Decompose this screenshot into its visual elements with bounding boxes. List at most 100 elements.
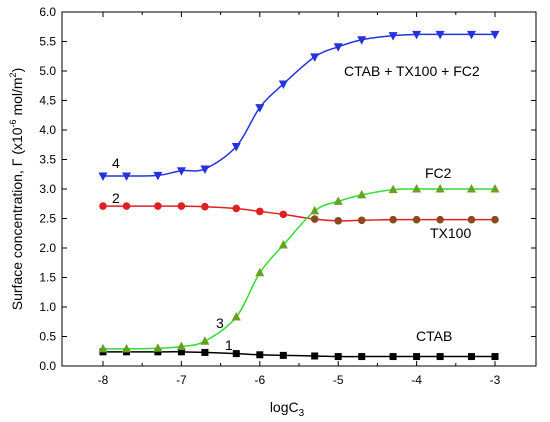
y-tick-label: 6.0 <box>39 5 56 19</box>
y-axis-title: Surface concentration, Γ (x10-6 mol/m2) <box>8 68 25 311</box>
y-axis-title-square: 2 <box>8 72 18 77</box>
data-point <box>99 202 107 210</box>
data-point <box>255 104 265 113</box>
data-point <box>310 205 320 215</box>
data-point <box>490 184 500 193</box>
data-point <box>412 215 421 224</box>
data-point <box>153 171 163 181</box>
series-layer <box>98 30 500 361</box>
data-point <box>176 167 186 176</box>
data-point <box>201 348 209 356</box>
y-axis-ticks: 0.0 0.5 1.0 1.5 2.0 2.5 3.0 3.5 4.0 4.5 5.0 5.5 6.0 <box>39 5 536 373</box>
data-point <box>200 165 210 174</box>
data-point <box>232 350 240 358</box>
data-point <box>232 204 241 213</box>
y-tick-label: 3.0 <box>39 182 56 196</box>
data-point <box>255 207 264 216</box>
x-axis-ticks: -8 -7 -6 -5 -4 -3 <box>98 12 501 387</box>
data-point <box>491 353 499 361</box>
data-point <box>122 202 131 210</box>
data-point <box>311 352 319 360</box>
data-point <box>231 143 241 152</box>
data-point <box>334 217 343 225</box>
data-point <box>177 202 186 210</box>
data-point <box>466 184 476 193</box>
data-point <box>389 353 397 361</box>
data-point <box>388 32 398 41</box>
data-point <box>278 80 288 89</box>
curve-number-4: 4 <box>112 155 120 171</box>
data-point <box>357 216 366 225</box>
x-tick-label: -3 <box>490 373 501 387</box>
data-point <box>436 353 444 361</box>
series-ctab-tx100-fc2 <box>98 30 500 182</box>
data-point <box>413 353 421 361</box>
data-point <box>388 184 398 194</box>
data-point <box>467 353 475 361</box>
series-line-ctab-tx100-fc2 <box>102 33 495 177</box>
series-label-ctab-tx100-fc2: CTAB + TX100 + FC2 <box>344 63 480 79</box>
y-tick-label: 3.5 <box>39 153 56 167</box>
data-point <box>490 30 500 40</box>
data-point <box>467 215 476 224</box>
series-label-fc2: FC2 <box>425 165 452 181</box>
x-tick-label: -4 <box>411 373 422 387</box>
series-line-ctab <box>103 351 495 358</box>
x-tick-label: -6 <box>254 373 265 387</box>
data-point <box>310 215 319 223</box>
data-point <box>122 172 132 182</box>
data-point <box>435 30 445 40</box>
data-point <box>231 312 241 321</box>
data-point <box>435 184 445 193</box>
data-point <box>256 351 264 359</box>
data-point <box>358 353 366 361</box>
y-tick-label: 1.0 <box>39 300 56 314</box>
data-point <box>98 343 108 353</box>
x-tick-label: -8 <box>98 373 109 387</box>
data-point <box>357 189 367 199</box>
y-tick-label: 1.5 <box>39 271 56 285</box>
data-point <box>333 43 343 52</box>
data-point <box>436 215 444 224</box>
curve-number-2: 2 <box>112 190 120 206</box>
data-point <box>177 348 185 356</box>
data-point <box>255 267 265 277</box>
data-point <box>98 172 108 182</box>
y-tick-label: 5.5 <box>39 35 56 49</box>
data-point <box>333 196 343 205</box>
data-point <box>279 210 288 219</box>
series-fc2 <box>98 184 500 353</box>
data-point <box>122 343 132 353</box>
data-point <box>279 351 287 359</box>
data-point <box>412 30 422 40</box>
series-label-tx100: TX100 <box>430 225 471 241</box>
y-tick-label: 2.5 <box>39 212 56 226</box>
x-axis-title-subscript: 3 <box>299 408 305 419</box>
y-tick-label: 5.0 <box>39 64 56 78</box>
series-tx100 <box>99 202 499 225</box>
data-point <box>278 240 288 249</box>
data-point <box>153 343 163 352</box>
data-point <box>200 336 210 345</box>
series-line-tx100 <box>103 205 495 222</box>
series-line-fc2 <box>102 188 495 350</box>
data-point <box>412 184 422 193</box>
curve-number-1: 1 <box>225 337 233 353</box>
y-tick-label: 2.0 <box>39 241 56 255</box>
data-point <box>201 202 209 211</box>
y-tick-label: 0.0 <box>39 359 56 373</box>
data-point <box>491 215 499 224</box>
x-tick-label: -5 <box>333 373 344 387</box>
data-point <box>357 36 367 45</box>
series-label-ctab: CTAB <box>416 328 452 344</box>
y-tick-label: 4.5 <box>39 94 56 108</box>
data-point <box>389 215 397 224</box>
data-point <box>154 202 162 210</box>
y-tick-label: 4.0 <box>39 123 56 137</box>
x-axis-title: logC3 <box>270 399 305 419</box>
data-point <box>176 341 186 351</box>
x-tick-label: -7 <box>176 373 187 387</box>
curve-number-3: 3 <box>216 315 224 331</box>
y-axis-title-exponent: -6 <box>8 119 18 127</box>
